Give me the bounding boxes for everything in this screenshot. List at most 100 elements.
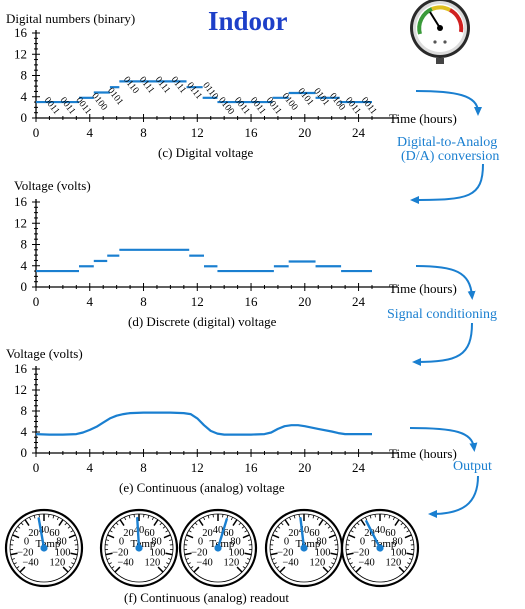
gauge-tick [165,552,173,556]
gauge-needle [216,518,228,550]
gauge-tick [355,566,362,573]
gauge-scale-label: 0 [119,537,124,548]
gauge-tick [289,517,292,521]
caption-analog: (e) Continuous (analog) voltage [119,480,285,495]
gauge-tick [194,522,198,526]
y-tick-label: 4 [21,258,28,273]
x-tick-label: 16 [245,125,259,140]
gauge-tick [356,522,360,526]
gauge-tick [236,566,243,573]
gauge-tick [247,539,252,541]
gauge-tick [270,539,275,541]
x-tick-label: 20 [298,294,311,309]
gauge-needle [37,517,46,550]
gauge-scale-label: 100 [229,548,245,559]
gauge-scale-label: 120 [310,557,326,568]
x-tick-label: 20 [298,125,311,140]
gauge-tick [64,522,68,526]
gauge-tick [328,566,332,569]
x-tick-label: 12 [191,125,204,140]
gauge-tick [388,515,391,519]
gauge-scale-label: 40 [375,525,386,536]
binary-code-label: 0011 [232,96,252,117]
gauge-hub [135,544,143,552]
gauge-tick [190,566,194,569]
gauge-tick [147,515,150,519]
gauge-tick [360,519,366,526]
gauge-tick [406,530,410,533]
chart-analog-voltage: Voltage (volts) 0 4 8 12 16 0 4 8 12 16 20 24 Time … [6,346,457,495]
gauge-tick [241,526,245,529]
y-tick-label: 12 [14,46,27,61]
y-tick-label: 16 [14,25,28,40]
x-tick-label: 0 [33,294,40,309]
gauge-scale-label: −40 [117,557,133,568]
gauge-tick [62,566,69,573]
gauge-scale-label: 100 [150,548,166,559]
gauge-scale-label: 80 [56,537,67,548]
binary-code-label: 0011 [42,96,62,117]
gauge-tick [242,534,250,539]
x-tick-label: 12 [191,294,204,309]
arrow-out [409,427,478,452]
x-tick-label: 4 [87,125,94,140]
gauge-tick [392,517,395,521]
gauge-tick [232,519,238,526]
gauge-scale-label: 40 [39,525,50,536]
gauge-tick [330,552,338,556]
gauge-tick [128,515,131,519]
gauge-hub [40,544,48,552]
gauge-tick [327,526,331,529]
y-tick-label: 16 [14,194,28,209]
gauge-tick [157,566,164,573]
gauge-tick [203,517,206,521]
gauge-scale-label: 20 [288,528,299,539]
gauge-tick [245,562,249,565]
y-tick-label: 8 [21,237,28,252]
gauge-scale-label: −20 [191,548,207,559]
gauge-scale-label: −40 [358,557,374,568]
gauge-tick [168,539,173,541]
gauge-tick [244,552,252,556]
gauge-tick [230,517,233,521]
gauge-scale-label: −20 [112,548,128,559]
gauge-needle [136,516,141,550]
y-tick-label: 8 [21,403,28,418]
x-tick-label: 0 [33,460,40,475]
binary-code-label: 0111 [184,81,203,102]
marks-analog [35,411,372,436]
ylabel-analog: Voltage (volts) [6,346,83,361]
caption-discrete: (d) Discrete (digital) voltage [128,314,277,329]
x-tick-label: 16 [245,294,259,309]
gauge-tick [352,566,356,569]
gauge-tick [191,526,195,529]
gauge-tick [153,519,159,526]
x-tick-label: 24 [352,125,366,140]
gauge-scale-label: 20 [28,528,39,539]
xlabel-digital: Time (hours) [389,111,457,126]
gauge-tick [163,534,171,539]
gauge-scale-label: −40 [196,557,212,568]
binary-code-label: 0011 [248,96,268,117]
gauge-tick [404,566,408,569]
flow-arrows [409,90,484,518]
arrow-sc [415,265,476,300]
x-tick-label: 20 [298,460,311,475]
gauge-tick [409,539,414,541]
gauge-scale-label: 80 [392,537,403,548]
x-tick-label: 4 [87,294,94,309]
pressure-gauge-icon [410,0,470,64]
arrow-da [415,90,482,116]
gauge-tick [324,522,328,526]
gauge-tick [165,530,169,533]
x-tick-label: 4 [87,460,94,475]
gauge-tick [184,552,192,556]
gauge-tick [406,552,414,556]
gauge-tick [105,539,110,541]
y-tick-label: 0 [21,445,28,460]
gauge-hub [214,544,222,552]
